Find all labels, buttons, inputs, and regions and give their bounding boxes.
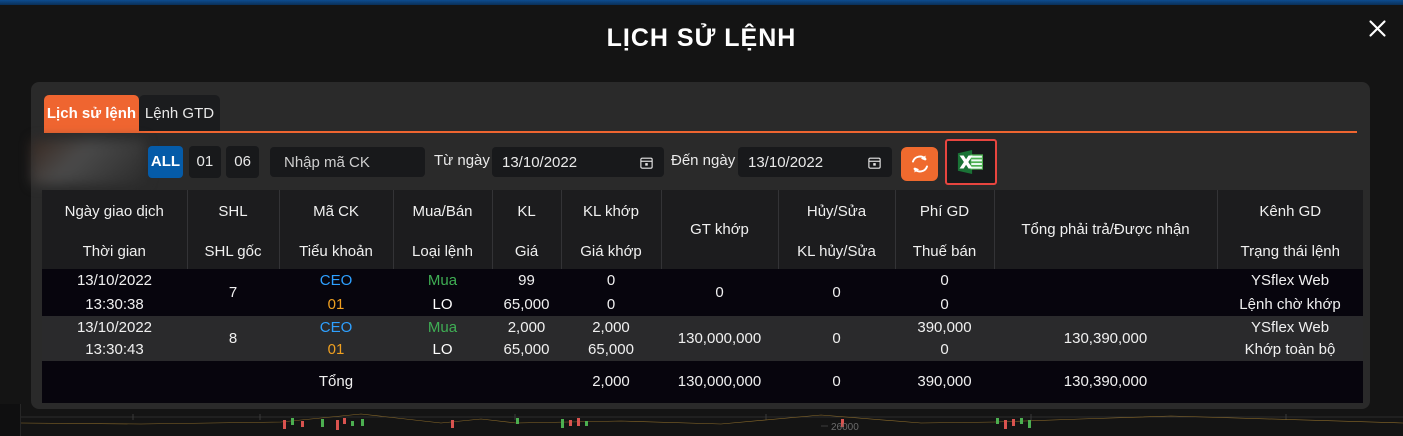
svg-text:26000: 26000: [831, 422, 859, 433]
